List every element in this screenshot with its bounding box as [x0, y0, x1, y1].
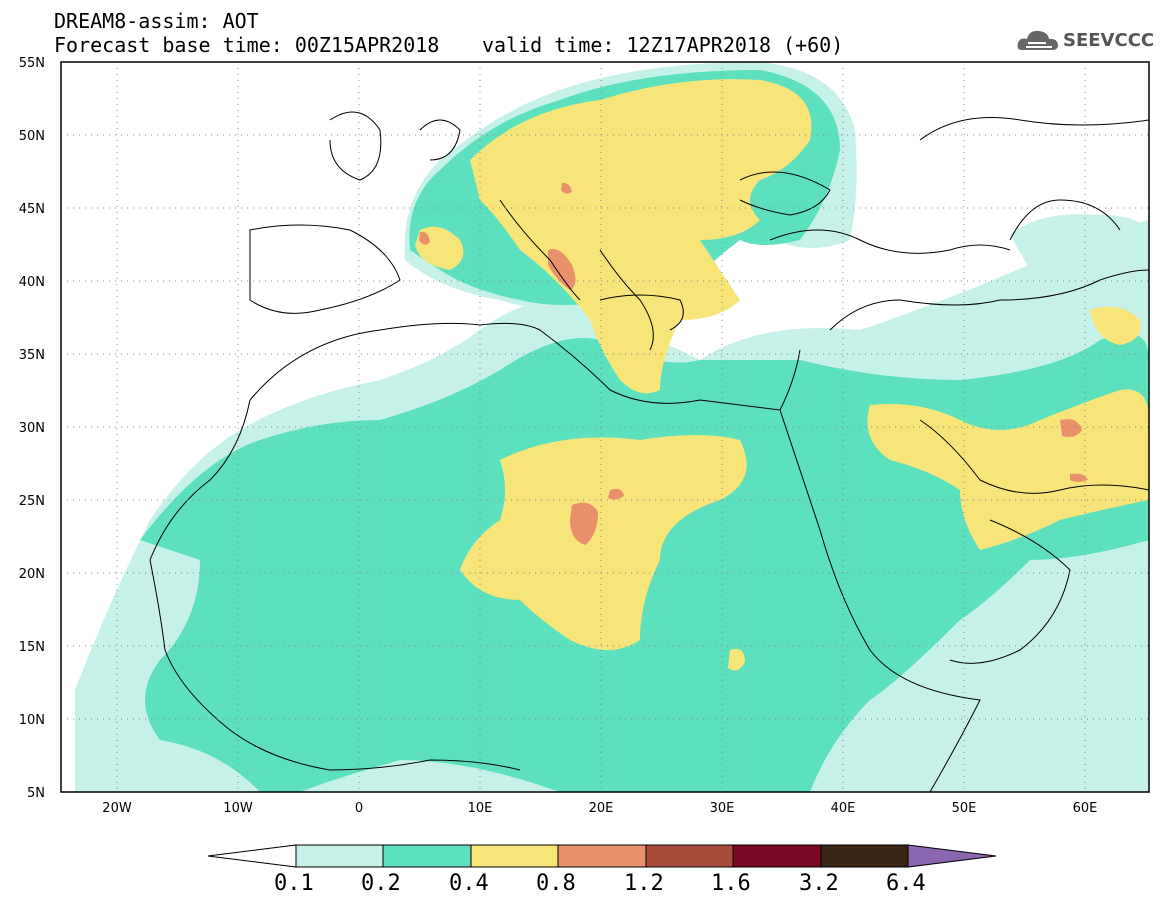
lat-label: 40N — [19, 275, 45, 290]
colorbar-label: 0.4 — [449, 871, 489, 896]
lon-label: 20W — [102, 801, 132, 816]
lat-label: 50N — [19, 129, 45, 144]
lat-label: 20N — [19, 567, 45, 582]
colorbar-label: 0.8 — [536, 871, 576, 896]
lon-label: 30E — [710, 801, 735, 816]
lon-label: 20E — [589, 801, 614, 816]
lat-label: 25N — [19, 494, 45, 509]
lat-label: 35N — [19, 348, 45, 363]
lon-label: 50E — [952, 801, 977, 816]
colorbar-segment — [382, 844, 472, 868]
colorbar — [207, 844, 997, 868]
lat-label: 30N — [19, 421, 45, 436]
colorbar-label: 6.4 — [886, 871, 926, 896]
lon-label: 0 — [355, 801, 363, 816]
colorbar-segment — [557, 844, 647, 868]
colorbar-segment — [470, 844, 559, 868]
colorbar-label: 0.1 — [274, 871, 314, 896]
map-frame — [60, 61, 1150, 793]
colorbar-segment — [820, 844, 909, 868]
lat-label: 10N — [19, 713, 45, 728]
forecast-base-time: Forecast base time: 00Z15APR2018 — [54, 33, 440, 57]
colorbar-high-arrow — [907, 844, 997, 868]
graticule — [61, 62, 1149, 792]
product-title: DREAM8-assim: AOT — [54, 9, 259, 33]
lat-label: 15N — [19, 640, 45, 655]
lat-label: 45N — [19, 202, 45, 217]
colorbar-label: 0.2 — [361, 871, 401, 896]
colorbar-label: 1.6 — [711, 871, 751, 896]
lat-label: 55N — [19, 56, 45, 71]
cloud-icon — [1017, 30, 1058, 50]
lon-label: 60E — [1073, 801, 1098, 816]
lat-labels: 55N 50N 45N 40N 35N 30N 25N 20N 15N 10N … — [19, 56, 45, 801]
lon-label: 40E — [831, 801, 856, 816]
lat-label: 5N — [27, 786, 45, 801]
lon-label: 10E — [468, 801, 493, 816]
coastlines — [149, 111, 1149, 792]
colorbar-label: 1.2 — [624, 871, 664, 896]
logo-text: SEEVCCC — [1063, 30, 1155, 51]
colorbar-low-arrow — [207, 844, 297, 868]
aot-level-0.8 — [419, 182, 1088, 545]
colorbar-segment — [645, 844, 734, 868]
colorbar-label: 3.2 — [799, 871, 839, 896]
lon-labels: 20W 10W 0 10E 20E 30E 40E 50E 60E — [102, 801, 1097, 816]
colorbar-segment — [732, 844, 822, 868]
colorbar-segment — [295, 844, 384, 868]
lon-label: 10W — [223, 801, 253, 816]
seevccc-logo — [1017, 30, 1058, 50]
valid-time: valid time: 12Z17APR2018 (+60) — [482, 33, 844, 57]
